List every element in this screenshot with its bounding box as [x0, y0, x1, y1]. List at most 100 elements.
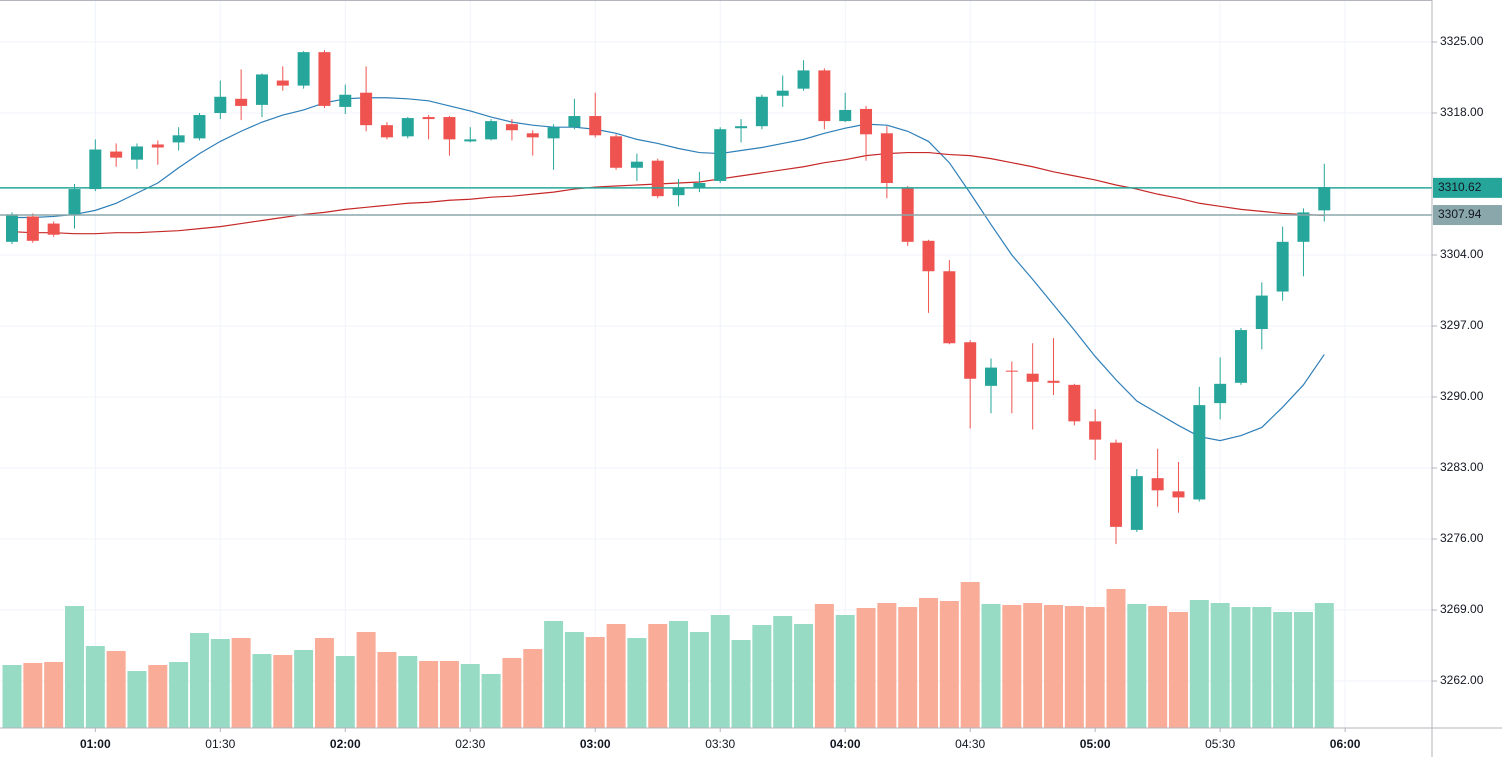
- y-tick-label: 3304.00: [1440, 247, 1484, 261]
- volume-bar: [314, 638, 334, 728]
- y-tick-label: 3325.00: [1440, 34, 1484, 48]
- volume-bar: [585, 637, 605, 728]
- candle-body: [6, 214, 18, 242]
- candle-body: [276, 80, 289, 86]
- candle-body: [464, 139, 477, 142]
- candle-body: [589, 116, 602, 136]
- x-tick-label: 05:30: [1205, 737, 1235, 751]
- x-tick-label: 03:30: [705, 737, 735, 751]
- candle-body: [818, 70, 831, 122]
- y-tick-label: 3290.00: [1440, 389, 1484, 403]
- y-tick-label: 3283.00: [1440, 460, 1484, 474]
- volume-bar: [398, 656, 418, 728]
- x-tick-label: 02:00: [330, 737, 361, 751]
- candle-body: [339, 94, 352, 107]
- volume-bar: [794, 624, 814, 728]
- volume-bar: [939, 601, 959, 728]
- volume-bar: [773, 616, 793, 728]
- candle-body: [1318, 187, 1331, 211]
- volume-bar: [1148, 606, 1168, 728]
- volume-bar: [981, 604, 1001, 728]
- candle-body: [547, 127, 560, 139]
- price-label: 3307.94: [1438, 207, 1482, 221]
- volume-bar: [669, 621, 689, 728]
- y-tick-label: 3276.00: [1440, 531, 1484, 545]
- candle-body: [880, 133, 893, 183]
- candle-body: [193, 115, 206, 139]
- x-tick-label: 01:30: [205, 737, 235, 751]
- volume-bar: [731, 640, 751, 728]
- volume-bar: [1127, 604, 1147, 728]
- candle-body: [943, 271, 956, 344]
- moving-average: [12, 97, 1325, 442]
- candle-body: [1005, 370, 1018, 372]
- volume-bar: [231, 638, 251, 728]
- x-tick-label: 06:00: [1330, 737, 1361, 751]
- candle-body: [443, 117, 456, 140]
- volume-bar: [481, 674, 501, 728]
- volume-bar: [439, 661, 459, 728]
- y-tick-label: 3318.00: [1440, 105, 1484, 119]
- volume-bar: [419, 661, 439, 728]
- candle-body: [1151, 478, 1164, 491]
- volume-bar: [1085, 607, 1105, 728]
- x-tick-label: 04:00: [830, 737, 861, 751]
- candle-body: [47, 223, 60, 235]
- candle-body: [297, 52, 310, 86]
- candle-body: [672, 188, 685, 196]
- y-tick-label: 3262.00: [1440, 673, 1484, 687]
- volume-bar: [294, 650, 314, 728]
- candle-body: [110, 151, 123, 158]
- candle-body: [797, 70, 810, 89]
- candle-body: [693, 182, 706, 189]
- candle-body: [610, 136, 623, 168]
- price-label-box: [1433, 205, 1502, 226]
- volume-bar: [1168, 612, 1188, 728]
- candle-body: [1068, 384, 1081, 422]
- candle-body: [380, 125, 393, 138]
- candle-body: [735, 126, 748, 129]
- candle-body: [860, 108, 873, 135]
- candle-body: [922, 240, 935, 272]
- candle-body: [1130, 476, 1143, 530]
- candle-body: [26, 216, 39, 241]
- volume-bar: [1210, 603, 1230, 728]
- volume-bar: [898, 607, 918, 728]
- candle-body: [1234, 330, 1247, 383]
- candle-body: [89, 149, 102, 190]
- candle-body: [1089, 421, 1102, 440]
- candle-body: [505, 124, 518, 131]
- volume-bar: [356, 632, 376, 728]
- x-tick-label: 01:00: [80, 737, 111, 751]
- candle-body: [1026, 373, 1039, 382]
- volume-bar: [960, 582, 980, 728]
- candle-body: [1276, 241, 1289, 292]
- candle-body: [776, 90, 789, 96]
- volume-bar: [1231, 607, 1251, 728]
- candle-body: [568, 116, 581, 128]
- volume-bar: [273, 655, 293, 728]
- price-label: 3310.62: [1438, 180, 1482, 194]
- volume-bar: [523, 649, 543, 728]
- volume-bar: [335, 656, 355, 728]
- candle-body: [255, 74, 268, 105]
- volume-bar: [252, 654, 272, 728]
- volume-bar: [64, 606, 84, 728]
- volume-bar: [169, 662, 189, 728]
- volume-bar: [44, 662, 64, 728]
- candle-body: [235, 98, 248, 106]
- volume-bar: [835, 615, 855, 728]
- candle-body: [214, 96, 227, 113]
- candle-body: [130, 146, 143, 160]
- volume-bar: [1106, 589, 1126, 728]
- volume-bar: [1189, 600, 1209, 728]
- volume-bar: [1064, 606, 1084, 728]
- volume-bar: [564, 632, 584, 728]
- candle-body: [1214, 383, 1227, 404]
- volume-bar: [627, 638, 647, 728]
- candle-body: [839, 109, 852, 122]
- candle-body: [1297, 212, 1310, 242]
- candle-body: [401, 118, 414, 137]
- candle-body: [485, 121, 498, 140]
- volume-bar: [606, 624, 626, 728]
